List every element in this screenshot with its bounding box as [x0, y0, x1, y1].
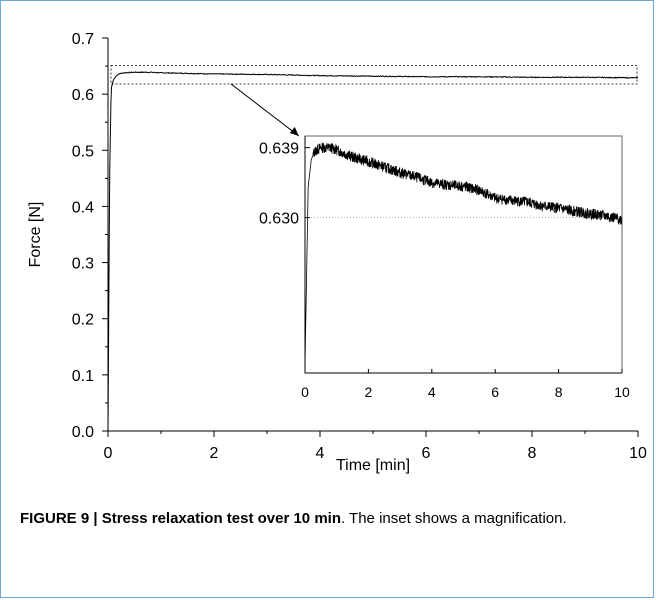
y-tick-label: 0.0 — [72, 424, 94, 441]
caption-text: . The inset shows a magnification. — [340, 510, 567, 527]
y-tick-label: 0.5 — [72, 143, 94, 160]
y-axis-title: Force [N] — [27, 202, 44, 268]
inset-x-tick-label: 6 — [491, 384, 499, 400]
main-series — [107, 71, 639, 432]
x-tick-label: 0 — [104, 445, 113, 462]
x-axis-title: Time [min] — [336, 457, 410, 474]
zoom-box — [110, 65, 638, 85]
zoom-box-group — [110, 65, 638, 137]
figure-caption: FIGURE 9 | Stress relaxation test over 1… — [20, 508, 640, 529]
x-tick-label: 2 — [210, 445, 219, 462]
y-tick-label: 0.4 — [72, 199, 94, 216]
inset-force-line — [304, 142, 623, 366]
inset-y-tick-label: 0.639 — [259, 141, 299, 158]
inset-frame — [304, 135, 623, 374]
caption-title: FIGURE 9 | Stress relaxation test over 1… — [20, 510, 341, 527]
inset-x-tick-label: 2 — [365, 384, 373, 400]
x-tick-label: 6 — [422, 445, 431, 462]
inset-x-tick-label: 4 — [428, 384, 436, 400]
y-tick-label: 0.2 — [72, 312, 94, 329]
stress-relaxation-chart: 0.00.10.20.30.40.50.60.70 2 4 6 8 10 0.6390.6… — [27, 31, 647, 474]
inset-chart: 0.639 0.630 0 2 4 6 8 10 — [259, 135, 630, 400]
x-tick-label: 4 — [316, 445, 325, 462]
zoom-arrow — [230, 83, 300, 137]
x-tick-label: 8 — [528, 445, 537, 462]
y-tick-label: 0.6 — [72, 87, 94, 104]
inset-y-tick-label: 0.630 — [259, 211, 299, 228]
inset-x-tick-label: 10 — [614, 384, 630, 400]
inset-x-tick-label: 0 — [301, 384, 309, 400]
inset-x-tick-label: 8 — [555, 384, 563, 400]
y-tick-label: 0.3 — [72, 256, 94, 273]
y-tick-label: 0.1 — [72, 368, 94, 385]
zoom-arrowhead — [289, 127, 299, 136]
force-line — [107, 71, 639, 432]
y-tick-label: 0.7 — [72, 31, 94, 48]
x-tick-label: 10 — [629, 445, 647, 462]
